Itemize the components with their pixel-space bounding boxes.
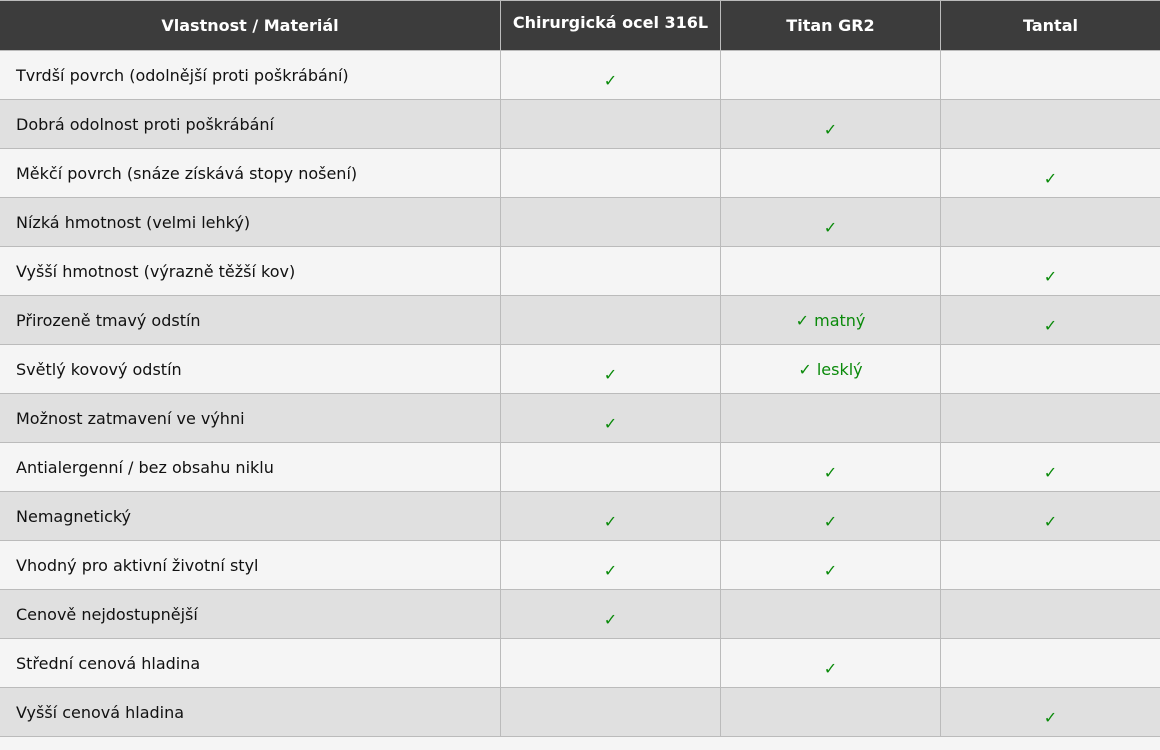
value-cell: ✓ (940, 246, 1160, 296)
value-cell (500, 442, 721, 492)
value-cell: ✓ (720, 99, 941, 149)
check-icon: ✓ (603, 609, 618, 629)
value-cell (940, 589, 1160, 639)
check-icon: ✓ (823, 217, 838, 237)
value-cell (940, 393, 1160, 443)
value-cell: ✓ lesklý (720, 344, 941, 394)
check-icon: ✓ (1043, 707, 1058, 727)
value-cell (500, 99, 721, 149)
value-cell (720, 50, 941, 100)
value-cell (940, 197, 1160, 247)
value-cell (720, 589, 941, 639)
value-cell: ✓ (500, 393, 721, 443)
value-cell (940, 540, 1160, 590)
value-cell: ✓ (940, 295, 1160, 345)
value-cell: ✓ (720, 491, 941, 541)
table-row: Antialergenní / bez obsahu niklu ✓ ✓ (0, 442, 1160, 492)
check-icon: ✓ (1043, 266, 1058, 286)
table-row: Dobrá odolnost proti poškrábání ✓ (0, 99, 1160, 149)
value-cell: ✓ (940, 442, 1160, 492)
table-row: Vyšší cenová hladina ✓ (0, 687, 1160, 737)
header-tantalum: Tantal (940, 0, 1160, 51)
value-cell: ✓ (940, 687, 1160, 737)
check-icon: ✓ (603, 413, 618, 433)
property-label: Nemagnetický (0, 491, 501, 541)
table-row: Nemagnetický ✓ ✓ ✓ (0, 491, 1160, 541)
value-cell: ✓ (500, 50, 721, 100)
value-cell (720, 687, 941, 737)
table-row: Vyšší hmotnost (výrazně těžší kov) ✓ (0, 246, 1160, 296)
property-label: Antialergenní / bez obsahu niklu (0, 442, 501, 492)
check-icon: ✓ (823, 560, 838, 580)
value-cell: ✓ (720, 197, 941, 247)
header-steel: Chirurgická ocel 316L (500, 0, 721, 51)
value-cell: ✓ matný (720, 295, 941, 345)
value-cell: ✓ (500, 344, 721, 394)
value-cell (720, 246, 941, 296)
property-label: Vyšší cenová hladina (0, 687, 501, 737)
check-icon: ✓ (823, 119, 838, 139)
value-cell: ✓ (940, 148, 1160, 198)
value-cell: ✓ (720, 638, 941, 688)
property-label: Vhodný pro aktivní životní styl (0, 540, 501, 590)
check-icon: ✓ (603, 70, 618, 90)
value-cell: ✓ (500, 540, 721, 590)
header-titanium: Titan GR2 (720, 0, 941, 51)
check-icon: ✓ (823, 462, 838, 482)
property-label: Střední cenová hladina (0, 638, 501, 688)
property-label: Možnost zatmavení ve výhni (0, 393, 501, 443)
check-icon: ✓ (1043, 511, 1058, 531)
header-property: Vlastnost / Materiál (0, 0, 501, 51)
property-label: Vyšší hmotnost (výrazně těžší kov) (0, 246, 501, 296)
table-row: Přirozeně tmavý odstín ✓ matný ✓ (0, 295, 1160, 345)
value-cell (940, 99, 1160, 149)
value-cell: ✓ (940, 491, 1160, 541)
value-cell (500, 638, 721, 688)
value-cell (720, 148, 941, 198)
table-row: Možnost zatmavení ve výhni ✓ (0, 393, 1160, 443)
value-text: ✓ matný (795, 310, 866, 330)
value-cell (500, 197, 721, 247)
value-cell (940, 638, 1160, 688)
property-label: Dobrá odolnost proti poškrábání (0, 99, 501, 149)
table-row: Cenově nejdostupnější ✓ (0, 589, 1160, 639)
value-cell: ✓ (500, 491, 721, 541)
value-cell (500, 148, 721, 198)
table-row: Střední cenová hladina ✓ (0, 638, 1160, 688)
property-label: Přirozeně tmavý odstín (0, 295, 501, 345)
value-cell (500, 246, 721, 296)
value-cell (500, 687, 721, 737)
header-row: Vlastnost / Materiál Chirurgická ocel 31… (0, 0, 1160, 51)
property-label: Cenově nejdostupnější (0, 589, 501, 639)
check-icon: ✓ (1043, 462, 1058, 482)
value-cell (500, 295, 721, 345)
table-row: Vhodný pro aktivní životní styl ✓ ✓ (0, 540, 1160, 590)
check-icon: ✓ (603, 364, 618, 384)
value-cell (940, 344, 1160, 394)
value-cell: ✓ (720, 540, 941, 590)
check-icon: ✓ (1043, 315, 1058, 335)
value-text: ✓ lesklý (798, 359, 863, 379)
property-label: Světlý kovový odstín (0, 344, 501, 394)
check-icon: ✓ (603, 511, 618, 531)
value-cell (720, 393, 941, 443)
value-cell: ✓ (720, 442, 941, 492)
check-icon: ✓ (603, 560, 618, 580)
check-icon: ✓ (823, 658, 838, 678)
value-cell (940, 50, 1160, 100)
property-label: Nízká hmotnost (velmi lehký) (0, 197, 501, 247)
table-row: Měkčí povrch (snáze získává stopy nošení… (0, 148, 1160, 198)
value-cell: ✓ (500, 589, 721, 639)
check-icon: ✓ (823, 511, 838, 531)
check-icon: ✓ (1043, 168, 1058, 188)
table-row: Tvrdší povrch (odolnější proti poškrábán… (0, 50, 1160, 100)
table-row: Světlý kovový odstín ✓ ✓ lesklý (0, 344, 1160, 394)
property-label: Tvrdší povrch (odolnější proti poškrábán… (0, 50, 501, 100)
property-label: Měkčí povrch (snáze získává stopy nošení… (0, 148, 501, 198)
table-row: Nízká hmotnost (velmi lehký) ✓ (0, 197, 1160, 247)
